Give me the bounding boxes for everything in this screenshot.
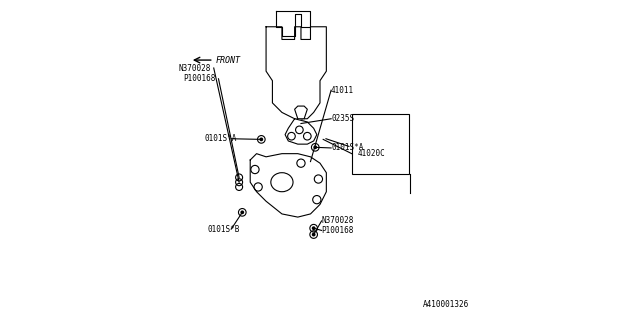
Text: 0101S*A: 0101S*A [331, 143, 364, 152]
Circle shape [241, 211, 244, 214]
Circle shape [314, 145, 317, 149]
Polygon shape [250, 154, 326, 217]
Bar [352, 114, 409, 174]
Text: 41011: 41011 [331, 86, 354, 95]
Polygon shape [285, 119, 317, 144]
Text: 0101S*A: 0101S*A [204, 134, 237, 143]
Circle shape [312, 233, 316, 236]
Text: 41020C: 41020C [358, 149, 386, 158]
Text: N370028: N370028 [179, 63, 211, 73]
Text: FRONT: FRONT [215, 56, 240, 65]
Circle shape [259, 138, 263, 141]
Circle shape [312, 226, 316, 230]
Text: 0101S*B: 0101S*B [207, 225, 240, 234]
Text: N370028: N370028 [321, 216, 354, 225]
Circle shape [299, 122, 303, 125]
Text: A410001326: A410001326 [423, 300, 469, 309]
Ellipse shape [271, 173, 293, 192]
Text: 0235S: 0235S [331, 114, 354, 123]
Text: P100168: P100168 [184, 74, 216, 83]
Text: P100168: P100168 [321, 226, 354, 235]
